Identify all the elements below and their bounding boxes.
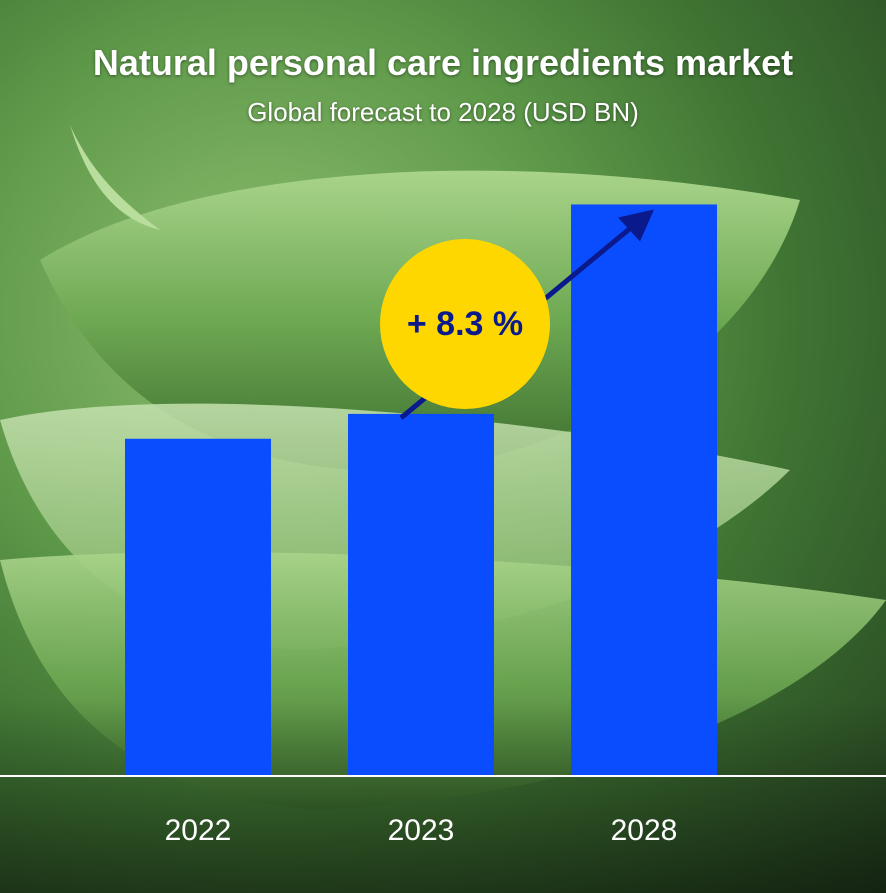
bar-2022 — [125, 438, 271, 776]
growth-rate-label: + 8.3 % — [406, 304, 524, 343]
growth-arrow-head — [618, 209, 654, 242]
growth-badge: + 8.3 % — [380, 239, 550, 409]
x-tick-label: 2028 — [611, 814, 678, 847]
chart-subtitle: Global forecast to 2028 (USD BN) — [247, 97, 639, 127]
chart-title: Natural personal care ingredients market — [92, 42, 794, 83]
bar-2023 — [348, 413, 494, 776]
x-tick-label: 2022 — [165, 814, 232, 847]
bar-2028 — [571, 204, 717, 776]
x-tick-label: 2023 — [388, 814, 455, 847]
